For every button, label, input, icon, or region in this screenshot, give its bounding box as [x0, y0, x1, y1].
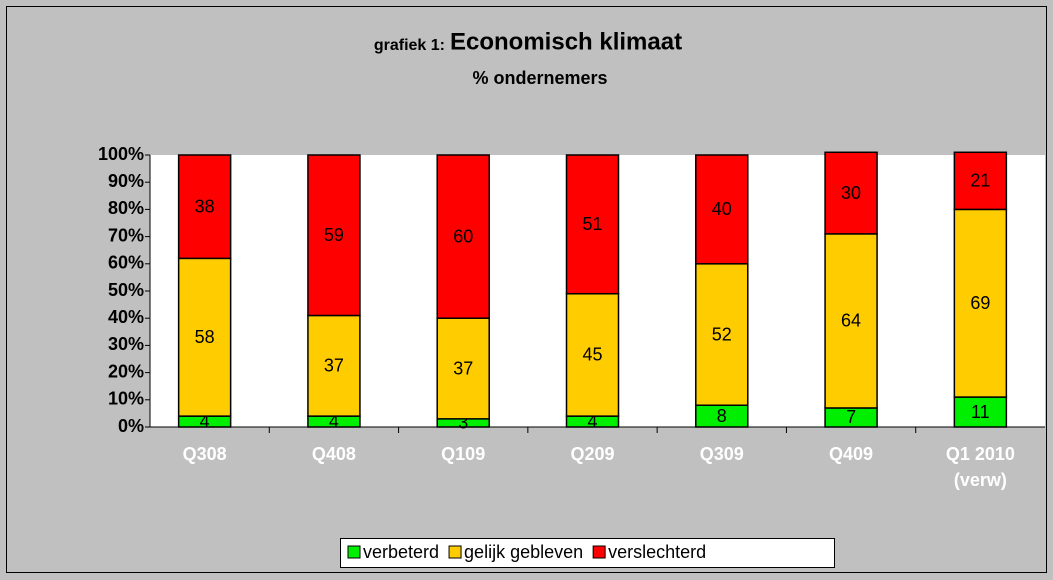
data-label: 8	[717, 406, 727, 426]
data-label: 37	[324, 356, 344, 376]
data-label: 4	[587, 411, 597, 431]
data-label: 37	[453, 358, 473, 378]
data-label: 69	[970, 293, 990, 313]
x-tick-label: Q308	[182, 444, 227, 464]
legend-box	[340, 538, 835, 568]
y-tick-label: 30%	[108, 334, 144, 354]
data-label: 60	[453, 226, 473, 246]
x-tick-label: Q209	[570, 444, 615, 464]
data-label: 38	[195, 196, 215, 216]
legend-label: gelijk gebleven	[464, 542, 583, 562]
bar-segment	[953, 396, 1008, 428]
bar-segment	[695, 154, 749, 265]
data-label: 64	[841, 311, 861, 331]
bar-segment	[565, 154, 620, 295]
legend-swatch	[347, 545, 361, 559]
bar-segment	[695, 263, 749, 406]
y-tick-label: 80%	[108, 198, 144, 218]
legend-label: verslechterd	[608, 542, 706, 562]
legend-swatch	[592, 545, 606, 559]
y-tick-label: 90%	[108, 171, 144, 191]
y-tick-label: 20%	[108, 361, 144, 381]
data-label: 51	[582, 214, 602, 234]
data-label: 11	[971, 402, 990, 422]
bar-segment	[565, 292, 620, 417]
chart-subtitle: % ondernemers	[472, 68, 607, 88]
data-label: 21	[970, 171, 990, 191]
x-tick-label: Q409	[829, 444, 874, 464]
data-label: 59	[324, 225, 344, 245]
data-label: 30	[841, 183, 861, 203]
y-tick-label: 40%	[108, 307, 144, 327]
bar-segment	[177, 154, 232, 260]
data-label: 7	[846, 407, 856, 427]
legend-swatch	[448, 545, 462, 559]
bar-segment	[307, 314, 361, 417]
bar-segment	[436, 154, 490, 319]
y-tick-label: 60%	[108, 253, 144, 273]
legend-label: verbeterd	[363, 542, 439, 562]
x-tick-label: Q309	[699, 444, 744, 464]
y-tick-label: 70%	[108, 225, 144, 245]
bar-segment	[177, 257, 232, 417]
data-label: 4	[200, 411, 210, 431]
y-tick-label: 50%	[108, 280, 144, 300]
chart-title: Economisch klimaat	[450, 28, 682, 55]
bar-segment	[824, 151, 878, 235]
data-label: 52	[712, 324, 732, 344]
data-label: 45	[582, 345, 602, 365]
data-label: 3	[458, 413, 468, 433]
bar-segment	[953, 208, 1008, 398]
y-tick-label: 100%	[98, 144, 144, 164]
x-tick-label: Q408	[311, 444, 356, 464]
data-label: 40	[712, 199, 732, 219]
data-label: 58	[195, 327, 215, 347]
bar-segment	[953, 151, 1008, 211]
bar-segment	[436, 317, 490, 420]
y-tick-label: 0%	[118, 416, 144, 436]
x-tick-label: Q1 2010 (verw)	[945, 444, 1015, 490]
bar-segment	[824, 233, 878, 409]
title-prefix: grafiek 1:	[374, 37, 445, 54]
frame	[6, 6, 1047, 573]
y-tick-label: 10%	[108, 389, 144, 409]
bar-segment	[307, 154, 361, 317]
x-tick-label: Q109	[441, 444, 486, 464]
data-label: 4	[329, 411, 339, 431]
